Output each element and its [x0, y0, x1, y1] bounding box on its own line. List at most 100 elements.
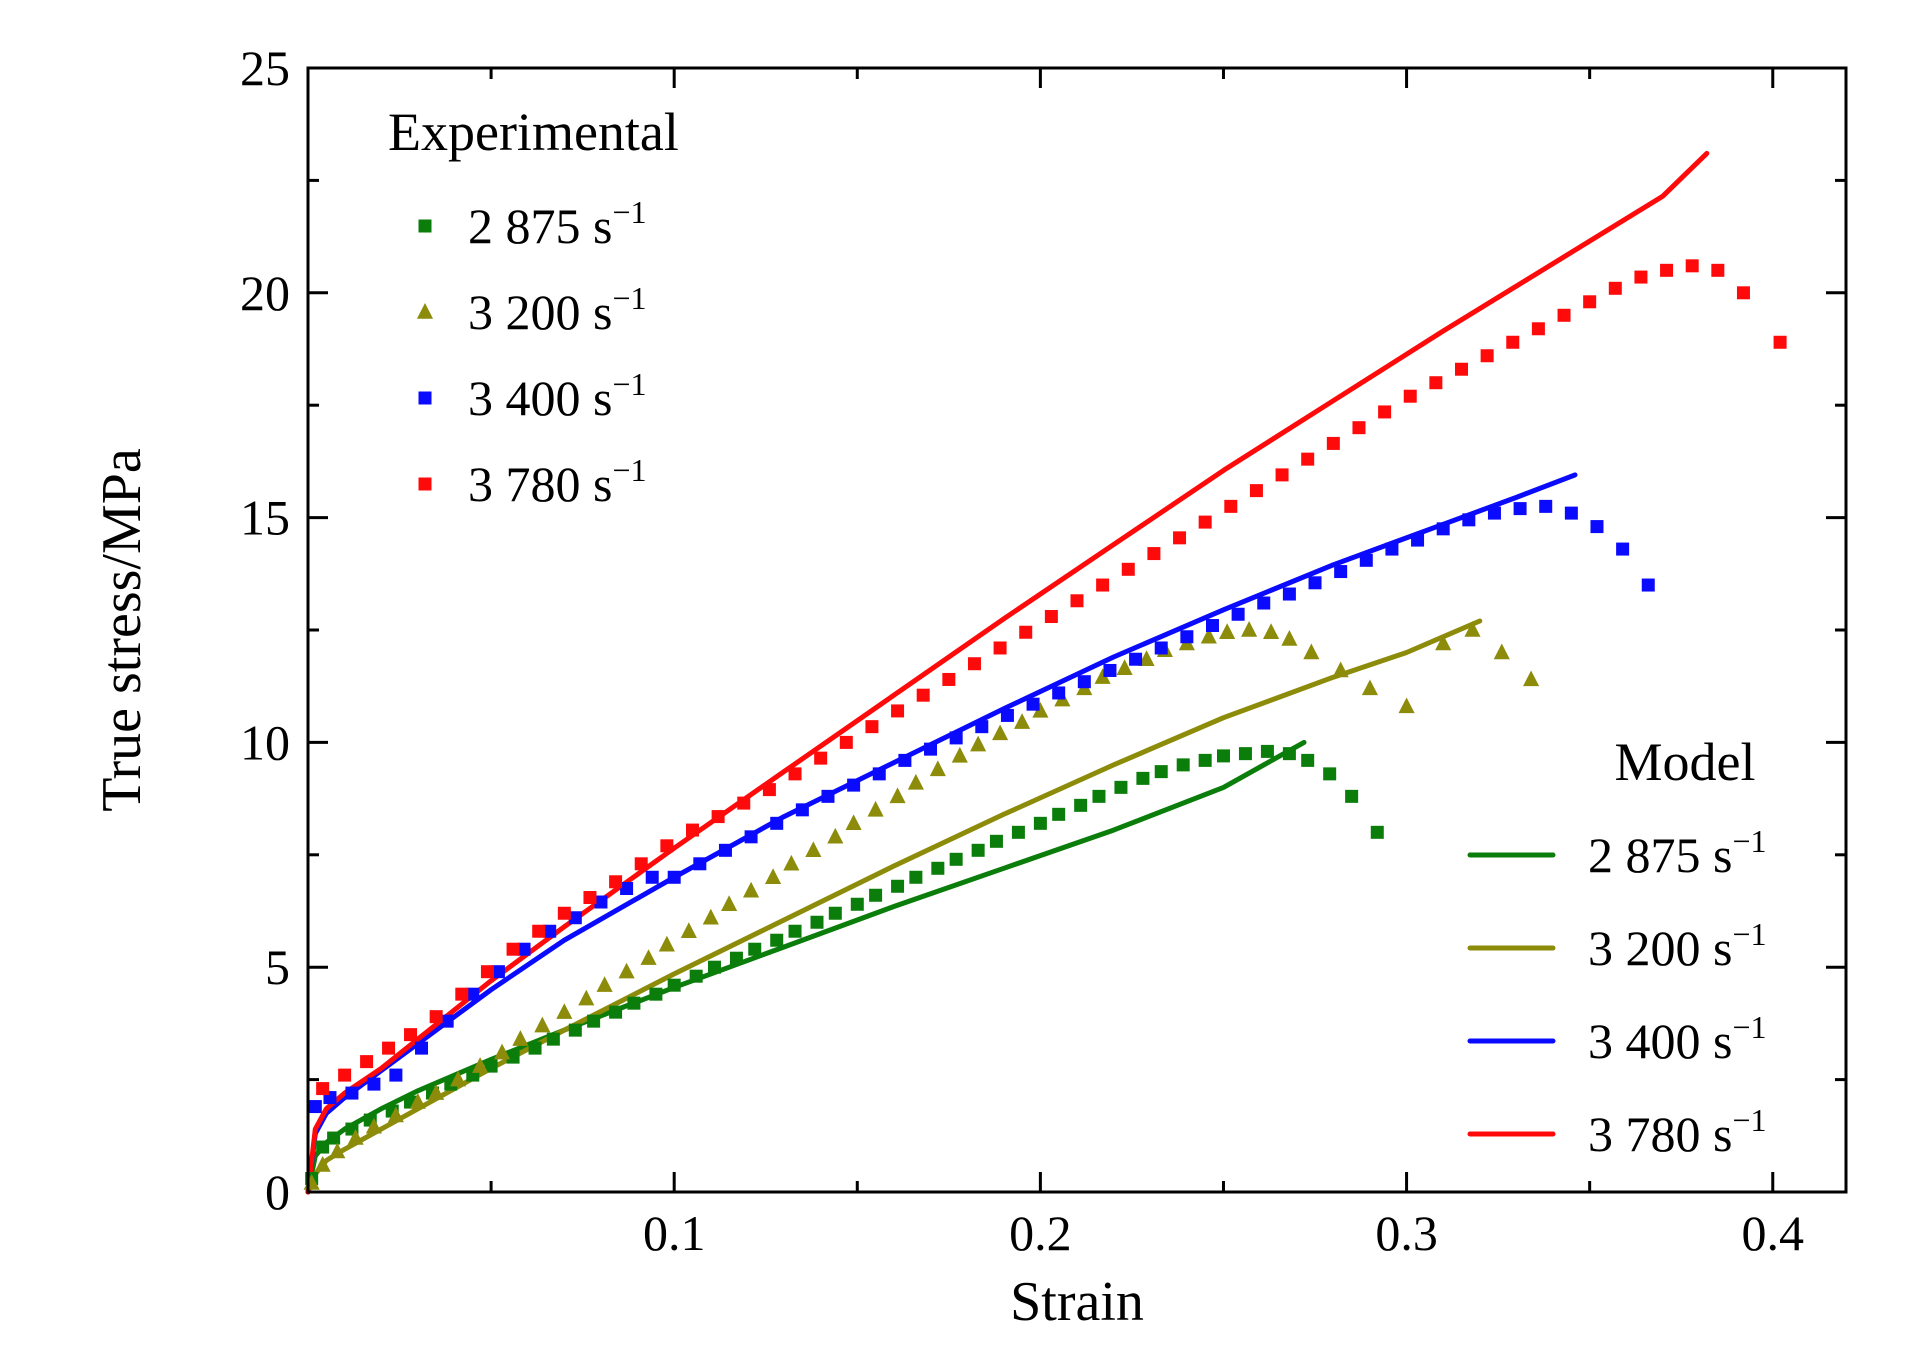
- data-point-3-28: [1019, 625, 1033, 639]
- y-tick-label-5: 25: [240, 40, 290, 96]
- data-point-0-1: [316, 1140, 330, 1154]
- x-tick-label-1: 0.2: [1009, 1205, 1072, 1261]
- data-point-1-49: [1303, 643, 1320, 660]
- data-point-0-22: [729, 951, 743, 965]
- data-point-1-44: [1200, 627, 1217, 644]
- data-point-3-8: [506, 942, 520, 956]
- data-point-1-23: [765, 868, 782, 885]
- data-point-3-18: [762, 783, 776, 797]
- legend-layer: Experimental 2 875 s−1 3 200 s−1 3 400 s−1 3…: [388, 102, 1767, 1162]
- data-point-3-0: [316, 1082, 330, 1096]
- data-point-1-30: [907, 773, 924, 790]
- data-point-1-25: [805, 841, 822, 858]
- data-point-3-24: [916, 688, 930, 702]
- data-point-1-45: [1219, 623, 1236, 639]
- series-layer: [303, 150, 1787, 1195]
- data-point-1-19: [680, 922, 697, 938]
- legend-marker-0: [418, 219, 432, 233]
- data-point-2-12: [594, 895, 608, 909]
- data-point-3-46: [1480, 349, 1494, 363]
- data-point-0-35: [989, 834, 1003, 848]
- data-point-2-22: [847, 778, 861, 792]
- data-point-2-10: [543, 924, 557, 938]
- data-point-2-24: [898, 753, 912, 767]
- x-tick-label-0: 0.1: [643, 1205, 706, 1261]
- data-point-3-33: [1147, 547, 1161, 561]
- data-point-3-54: [1685, 259, 1699, 273]
- data-point-2-34: [1154, 641, 1168, 655]
- data-point-0-24: [770, 933, 784, 947]
- model-line-3: [305, 150, 1710, 1195]
- data-point-0-28: [850, 897, 864, 911]
- legend-model-label-3: 3 780 s−1: [1588, 1102, 1767, 1162]
- legend-marker-1: [416, 303, 434, 319]
- data-point-1-40: [1116, 659, 1133, 675]
- data-point-3-43: [1403, 389, 1417, 403]
- data-point-2-48: [1513, 502, 1527, 516]
- data-point-3-3: [382, 1041, 396, 1055]
- data-point-1-24: [783, 854, 800, 871]
- legend-experimental-label-2: 3 400 s−1: [468, 366, 647, 426]
- data-point-3-16: [711, 810, 725, 824]
- data-point-0-25: [788, 924, 802, 938]
- data-point-0-17: [627, 996, 641, 1010]
- data-point-1-22: [743, 881, 760, 898]
- data-point-1-13: [556, 1003, 573, 1019]
- data-point-3-45: [1455, 362, 1468, 376]
- data-point-1-26: [827, 827, 844, 844]
- data-point-2-31: [1077, 675, 1091, 689]
- data-point-2-35: [1180, 630, 1194, 644]
- data-point-3-27: [993, 641, 1007, 655]
- data-point-1-56: [1523, 670, 1540, 687]
- data-point-3-21: [839, 735, 853, 749]
- data-point-2-18: [744, 830, 758, 844]
- data-point-2-16: [693, 857, 707, 871]
- data-point-2-41: [1334, 565, 1348, 579]
- data-point-1-6: [409, 1093, 426, 1109]
- data-point-2-20: [795, 803, 809, 817]
- data-point-3-4: [404, 1028, 418, 1042]
- data-point-1-53: [1435, 634, 1452, 651]
- data-point-2-30: [1052, 686, 1066, 700]
- legend-marker-2: [418, 391, 432, 405]
- data-point-3-32: [1121, 562, 1135, 576]
- data-point-2-50: [1564, 506, 1578, 520]
- y-tick-label-0: 0: [265, 1164, 290, 1220]
- legend-model-label-1: 3 200 s−1: [1588, 916, 1767, 976]
- data-point-2-5: [415, 1041, 429, 1055]
- data-point-1-48: [1281, 630, 1298, 646]
- data-point-3-37: [1249, 484, 1263, 498]
- data-point-0-51: [1323, 767, 1337, 781]
- data-point-3-31: [1096, 578, 1110, 592]
- data-point-1-47: [1263, 623, 1280, 639]
- data-point-2-37: [1231, 607, 1245, 621]
- data-point-1-31: [929, 760, 946, 777]
- data-point-2-36: [1205, 619, 1219, 633]
- data-point-1-12: [534, 1016, 551, 1033]
- data-point-3-47: [1506, 335, 1520, 349]
- data-point-0-20: [689, 969, 703, 983]
- data-point-3-48: [1531, 322, 1545, 336]
- data-point-0-45: [1198, 753, 1212, 767]
- data-point-3-11: [583, 891, 597, 905]
- data-point-1-20: [702, 908, 719, 925]
- data-point-3-17: [737, 796, 751, 810]
- data-point-0-39: [1074, 798, 1088, 812]
- data-point-0-32: [931, 861, 945, 875]
- data-point-1-4: [365, 1117, 382, 1134]
- data-point-3-25: [942, 672, 956, 686]
- data-point-0-31: [909, 870, 923, 884]
- data-point-0-40: [1092, 789, 1106, 803]
- data-point-1-7: [428, 1084, 445, 1100]
- data-point-3-23: [891, 704, 905, 718]
- y-tick-label-3: 15: [240, 490, 290, 546]
- data-point-2-9: [517, 942, 531, 956]
- legend-model-label-0: 2 875 s−1: [1588, 823, 1767, 883]
- data-point-1-50: [1332, 661, 1349, 678]
- data-point-3-26: [967, 657, 981, 671]
- data-point-1-11: [512, 1030, 529, 1046]
- data-point-1-1: [314, 1156, 331, 1172]
- data-point-2-21: [821, 789, 835, 803]
